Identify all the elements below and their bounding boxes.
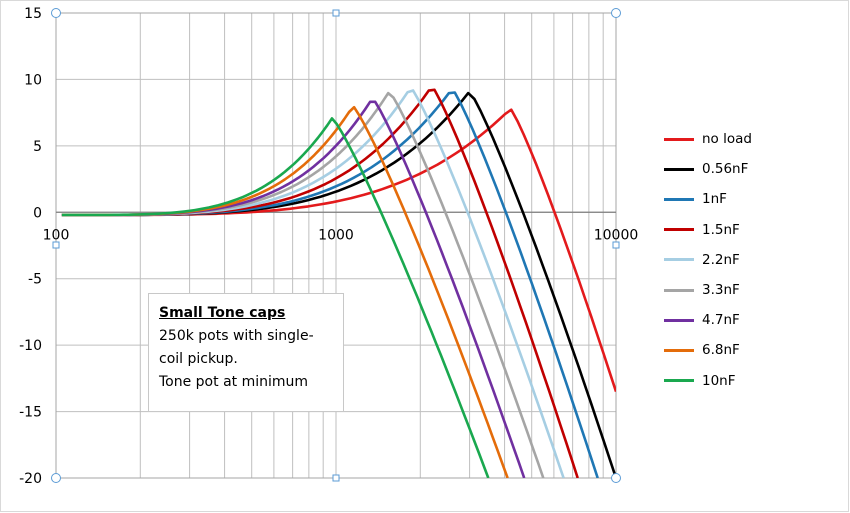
legend-swatch (664, 167, 694, 171)
legend-swatch (664, 318, 694, 322)
selection-handle (611, 8, 621, 18)
legend-item-2-2nf: 2.2nF (664, 245, 844, 275)
y-tick-label: 10 (24, 72, 42, 88)
selection-handle (612, 241, 620, 249)
legend-swatch (664, 228, 694, 232)
selection-handle (52, 241, 60, 249)
annotation-line-2: coil pickup. (159, 351, 238, 367)
legend-item-no-load: no load (664, 124, 844, 154)
y-tick-label: -20 (19, 471, 42, 487)
series-line-8 (61, 117, 490, 478)
legend-item-4-7nf: 4.7nF (664, 305, 844, 335)
legend-swatch (664, 137, 694, 141)
selection-handle (51, 8, 61, 18)
y-tick-label: 15 (24, 6, 42, 22)
legend-item-6-8nf: 6.8nF (664, 335, 844, 365)
y-tick-label: 5 (33, 139, 42, 155)
legend-swatch (664, 258, 694, 262)
legend-swatch (664, 197, 694, 201)
legend: no load 0.56nF 1nF 1.5nF 2.2nF 3.3nF 4.7… (664, 124, 844, 396)
annotation-title: Small Tone caps (159, 305, 286, 321)
legend-label: no load (702, 131, 752, 148)
x-tick-label: 100 (43, 227, 70, 243)
annotation-line-3: Tone pot at minimum (159, 374, 309, 390)
legend-item-1-5nf: 1.5nF (664, 215, 844, 245)
x-tick-label: 1000 (318, 227, 354, 243)
y-tick-label: -15 (19, 405, 42, 421)
annotation-line-1: 250k pots with single- (159, 328, 314, 344)
selection-handle (611, 473, 621, 483)
legend-label: 3.3nF (702, 282, 740, 299)
selection-handle (332, 474, 340, 482)
selection-handle (332, 9, 340, 17)
legend-label: 4.7nF (702, 312, 740, 329)
legend-label: 10nF (702, 372, 736, 389)
legend-item-3-3nf: 3.3nF (664, 275, 844, 305)
y-tick-label: -5 (28, 272, 42, 288)
legend-label: 1nF (702, 191, 727, 208)
annotation-box: Small Tone caps 250k pots with single- c… (148, 293, 344, 412)
legend-label: 6.8nF (702, 342, 740, 359)
legend-label: 0.56nF (702, 161, 749, 178)
legend-swatch (664, 288, 694, 292)
legend-item-0-56nf: 0.56nF (664, 154, 844, 184)
legend-item-10nf: 10nF (664, 366, 844, 396)
legend-item-1nf: 1nF (664, 184, 844, 214)
x-tick-label: 10000 (594, 227, 639, 243)
legend-swatch (664, 379, 694, 383)
y-tick-label: 0 (33, 205, 42, 221)
y-tick-label: -10 (19, 338, 42, 354)
legend-swatch (664, 348, 694, 352)
selection-handle (51, 473, 61, 483)
legend-label: 1.5nF (702, 221, 740, 238)
legend-label: 2.2nF (702, 251, 740, 268)
